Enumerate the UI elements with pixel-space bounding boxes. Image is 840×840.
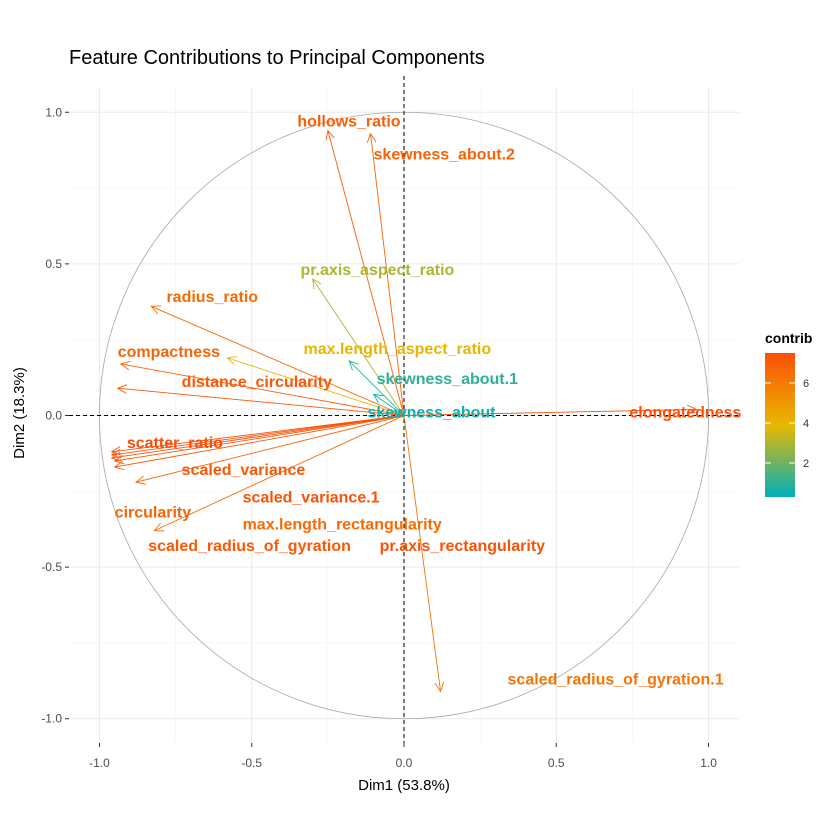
label-max.length_aspect_ratio: max.length_aspect_ratio xyxy=(304,341,492,358)
label-elongatedness: elongatedness xyxy=(629,404,741,421)
label-skewness_about.1: skewness_about.1 xyxy=(377,371,519,388)
x-tick-label: -1.0 xyxy=(89,756,110,770)
arrowhead-pr.axis_aspect_ratio xyxy=(312,278,322,290)
arrowhead-elongatedness xyxy=(687,404,698,415)
arrow-scaled_radius_of_gyration.1 xyxy=(403,415,441,692)
arrow-distance_circularity xyxy=(117,387,405,416)
arrowhead-scaled_radius_of_gyration xyxy=(113,460,125,471)
label-pr.axis_aspect_ratio: pr.axis_aspect_ratio xyxy=(300,262,454,279)
arrow-scaled_radius_of_gyration xyxy=(114,415,405,468)
arrowhead-hollows_ratio xyxy=(325,129,335,141)
legend: contrib 2 4 6 xyxy=(765,330,812,497)
arrow-compactness xyxy=(120,363,405,416)
legend-tick-label: 2 xyxy=(803,458,809,470)
arrowhead-max.length_rectangularity xyxy=(153,522,165,532)
arrowhead-scaled_radius_of_gyration.1 xyxy=(434,681,445,693)
arrow-skewness_about xyxy=(373,393,405,416)
arrowhead-circularity xyxy=(134,475,146,485)
x-tick-label: 0.5 xyxy=(548,756,565,770)
legend-colorbar xyxy=(765,353,795,497)
arrow-scaled_variance xyxy=(114,415,405,462)
arrowhead-compactness xyxy=(119,360,131,371)
label-skewness_about: skewness_about xyxy=(367,404,496,421)
arrow-radius_ratio xyxy=(151,305,405,416)
x-tick-label: -0.5 xyxy=(241,756,262,770)
arrow-max.length_aspect_ratio xyxy=(227,357,405,416)
arrowhead-pr.axis_rectangularity xyxy=(110,449,122,459)
arrow-circularity xyxy=(135,415,405,483)
variable-labels: hollows_ratio skewness_about.2 pr.axis_asp… xyxy=(115,113,742,688)
legend-ticks: 2 4 6 xyxy=(765,378,809,470)
legend-title: contrib xyxy=(765,330,812,346)
label-scaled_radius_of_gyration.1: scaled_radius_of_gyration.1 xyxy=(508,671,724,688)
y-tick-label: -0.5 xyxy=(41,560,62,574)
x-axis-title: Dim1 (53.8%) xyxy=(358,777,450,794)
label-radius_ratio: radius_ratio xyxy=(166,289,258,306)
label-scaled_radius_of_gyration: scaled_radius_of_gyration xyxy=(148,538,351,555)
x-tick-label: 0.0 xyxy=(396,756,413,770)
axis-ticks: -1.0 -0.5 0.0 0.5 1.0 -1.0 -0.5 0.0 0.5 1.0 xyxy=(41,105,717,770)
label-max.length_rectangularity: max.length_rectangularity xyxy=(243,517,442,534)
arrow-skewness_about.2 xyxy=(370,133,405,416)
arrow-scaled_variance.1 xyxy=(111,415,405,459)
reference-lines xyxy=(69,76,739,743)
arrowhead-max.length_aspect_ratio xyxy=(226,356,238,366)
arrow-hollows_ratio xyxy=(327,130,405,416)
arrow-elongatedness xyxy=(403,408,697,416)
label-compactness: compactness xyxy=(118,344,220,361)
legend-tick-label: 6 xyxy=(803,378,809,390)
y-tick-label: 1.0 xyxy=(45,105,62,119)
label-scaled_variance.1: scaled_variance.1 xyxy=(243,489,380,506)
label-skewness_about.2: skewness_about.2 xyxy=(374,147,515,164)
variable-arrows xyxy=(110,129,698,693)
label-distance_circularity: distance_circularity xyxy=(182,374,332,391)
label-scatter_ratio: scatter_ratio xyxy=(127,435,223,452)
arrow-max.length_rectangularity xyxy=(154,415,405,532)
arrowhead-skewness_about.1 xyxy=(348,360,359,371)
legend-tick-label: 4 xyxy=(803,418,809,430)
arrowhead-skewness_about.2 xyxy=(366,132,377,144)
arrow-pr.axis_aspect_ratio xyxy=(312,278,405,416)
arrow-scatter_ratio xyxy=(111,415,405,453)
chart-title: Feature Contributions to Principal Compo… xyxy=(69,47,485,69)
y-tick-label: -1.0 xyxy=(41,712,62,726)
label-circularity: circularity xyxy=(115,505,192,522)
label-pr.axis_rectangularity: pr.axis_rectangularity xyxy=(380,538,546,555)
arrowhead-radius_ratio xyxy=(150,305,162,315)
y-axis-title: Dim2 (18.3%) xyxy=(11,367,28,459)
y-tick-label: 0.0 xyxy=(45,409,62,423)
arrow-pr.axis_rectangularity xyxy=(111,415,405,456)
x-tick-label: 1.0 xyxy=(700,756,717,770)
label-hollows_ratio: hollows_ratio xyxy=(297,113,400,130)
arrowhead-skewness_about xyxy=(372,393,384,404)
label-scaled_variance: scaled_variance xyxy=(182,462,306,479)
arrowhead-distance_circularity xyxy=(116,384,128,394)
arrow-skewness_about.1 xyxy=(348,360,405,416)
y-tick-label: 0.5 xyxy=(45,257,62,271)
